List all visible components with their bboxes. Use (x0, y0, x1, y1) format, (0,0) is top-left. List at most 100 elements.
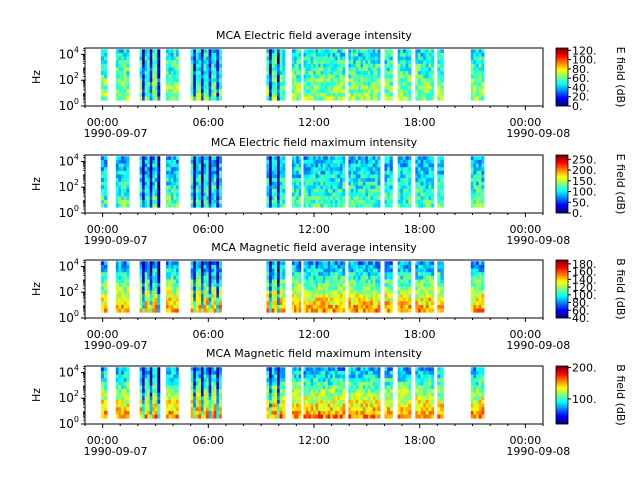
x-tick-label: 00:00 (87, 434, 119, 447)
data-segment (397, 261, 412, 313)
colorbar: 0.20.40.60.80.100.120. E field (dB) (555, 44, 627, 113)
colorbar-tick-label: 80. (572, 297, 590, 310)
x-tick-label: 00:00 (510, 116, 542, 129)
data-segment (115, 367, 130, 419)
data-segment (384, 156, 393, 208)
x-tick-label: 18:00 (404, 116, 436, 129)
colorbar-tick-label: 40. (572, 312, 590, 325)
x-tick-label: 00:00 (510, 434, 542, 447)
date-end-label: 1990-09-08 (506, 127, 570, 140)
chart-title: MCA Magnetic field maximum intensity (206, 347, 422, 360)
colorbar-label: B field (dB) (614, 364, 627, 425)
x-tick-label: 12:00 (298, 434, 330, 447)
data-segment (266, 261, 286, 313)
data-segment (470, 261, 485, 313)
x-tick-label: 12:00 (298, 223, 330, 236)
colorbar-label: E field (dB) (614, 47, 627, 108)
y-tick-label: 100 (59, 204, 79, 220)
data-segment (190, 261, 222, 313)
y-axis-label: Hz (30, 177, 43, 191)
data-segment (100, 367, 108, 419)
data-segment (415, 367, 435, 419)
colorbar-tick-label: 40. (572, 81, 590, 94)
x-tick-label: 06:00 (192, 223, 224, 236)
chart-title: MCA Magnetic field average intensity (211, 241, 417, 254)
data-segment (291, 156, 302, 208)
data-segment (115, 156, 130, 208)
data-segment (266, 156, 286, 208)
y-axis-label: Hz (30, 282, 43, 296)
data-segment (437, 367, 444, 419)
y-tick-label: 102 (59, 389, 79, 405)
data-segment (266, 367, 286, 419)
data-segment (470, 49, 485, 101)
colorbar-label: E field (dB) (614, 154, 627, 215)
data-segment (190, 156, 222, 208)
data-segment (415, 49, 435, 101)
colorbar: 100. 200. B field (dB) (555, 362, 627, 426)
data-segment (303, 261, 346, 313)
data-segment (384, 49, 393, 101)
data-segment (384, 261, 393, 313)
date-end-label: 1990-09-08 (506, 445, 570, 458)
data-segment (291, 49, 302, 101)
x-tick-label: 06:00 (192, 328, 224, 341)
data-segment (415, 261, 435, 313)
data-segment (291, 367, 302, 419)
x-tick-label: 06:00 (192, 434, 224, 447)
date-start-label: 1990-09-07 (84, 445, 148, 458)
data-segment (348, 49, 381, 101)
date-start-label: 1990-09-07 (84, 127, 148, 140)
data-segment (166, 49, 179, 101)
chart-panel-2: MCA Electric field maximum intensity 100 1… (30, 136, 627, 247)
data-segment (348, 156, 381, 208)
data-segment (437, 261, 444, 313)
data-segment (348, 261, 381, 313)
colorbar-frame (555, 154, 569, 214)
chart-title: MCA Electric field average intensity (216, 29, 412, 42)
colorbar-tick-label: 100. (572, 289, 597, 302)
chart-panel-1: MCA Electric field average intensity 100 1… (30, 29, 627, 140)
y-tick-label: 104 (59, 45, 79, 61)
y-tick-label: 100 (59, 415, 79, 431)
y-tick-label: 104 (59, 363, 79, 379)
date-start-label: 1990-09-07 (84, 339, 148, 352)
x-tick-label: 18:00 (404, 328, 436, 341)
data-segment (100, 261, 108, 313)
data-segment (303, 367, 346, 419)
colorbar-tick-label: 140. (572, 273, 597, 286)
colorbar-tick-label: 100. (572, 186, 597, 199)
y-tick-label: 100 (59, 97, 79, 113)
colorbar-tick-label: 60. (572, 304, 590, 317)
data-segment (190, 367, 222, 419)
data-segment (166, 367, 179, 419)
chart-title: MCA Electric field maximum intensity (211, 136, 418, 149)
colorbar-tick-label: 200. (572, 362, 597, 375)
colorbar: 40.60.80.100.120.140.160.180. B field (dB… (555, 258, 627, 325)
x-tick-label: 12:00 (298, 328, 330, 341)
y-tick-label: 102 (59, 283, 79, 299)
colorbar-tick-label: 160. (572, 266, 597, 279)
y-tick-label: 102 (59, 71, 79, 87)
colorbar-tick-label: 60. (572, 72, 590, 85)
chart-panel-3: MCA Magnetic field average intensity 100 1… (30, 241, 627, 352)
data-segment (115, 261, 130, 313)
colorbar-tick-label: 100. (572, 393, 597, 406)
data-segment (166, 261, 179, 313)
x-tick-label: 00:00 (510, 328, 542, 341)
x-tick-label: 12:00 (298, 116, 330, 129)
data-segment (470, 156, 485, 208)
x-tick-label: 00:00 (87, 328, 119, 341)
colorbar-tick-label: 50. (572, 196, 590, 209)
colorbar: 0.50.100.150.200.250. E field (dB) (555, 153, 627, 220)
colorbar-frame (555, 365, 569, 425)
colorbar-tick-label: 0. (572, 100, 583, 113)
date-end-label: 1990-09-08 (506, 339, 570, 352)
colorbar-frame (555, 47, 569, 107)
data-segment (437, 49, 444, 101)
data-segment (115, 49, 130, 101)
data-segment (139, 49, 161, 101)
colorbar-frame (555, 259, 569, 319)
colorbar-tick-label: 20. (572, 91, 590, 104)
